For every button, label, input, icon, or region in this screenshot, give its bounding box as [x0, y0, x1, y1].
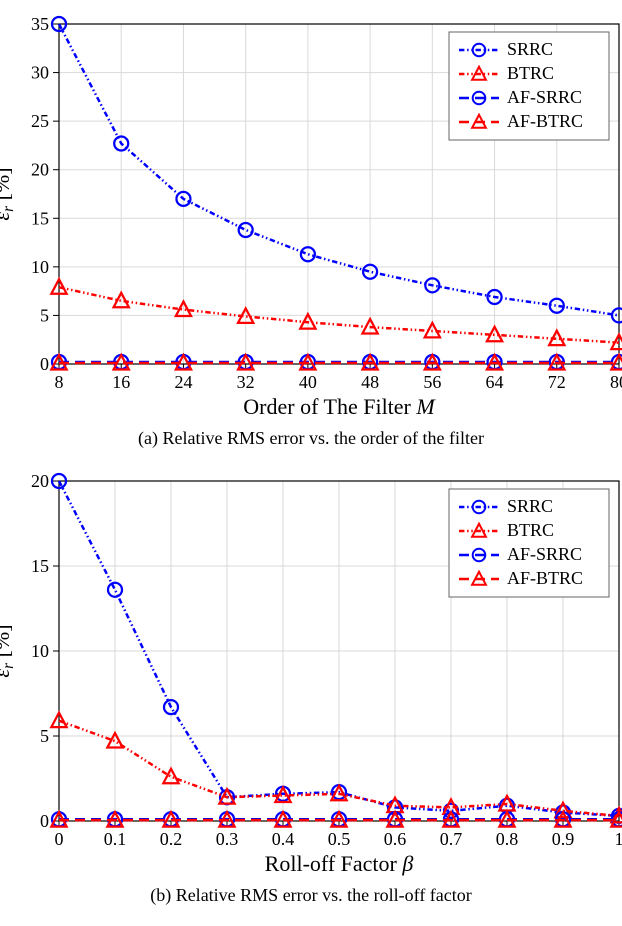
svg-text:8: 8 [55, 372, 64, 392]
svg-text:εr [%]: εr [%] [0, 167, 17, 220]
svg-text:40: 40 [299, 372, 317, 392]
svg-text:24: 24 [174, 372, 192, 392]
svg-text:56: 56 [423, 372, 441, 392]
svg-text:Roll-off Factor β: Roll-off Factor β [265, 851, 414, 876]
panel-b: 00.10.20.30.40.50.60.70.80.9105101520Rol… [10, 467, 612, 906]
figure-page: 816243240485664728005101520253035Order o… [0, 0, 622, 926]
svg-text:0.2: 0.2 [160, 829, 183, 849]
svg-text:0.5: 0.5 [328, 829, 351, 849]
svg-text:SRRC: SRRC [507, 496, 553, 516]
svg-text:0: 0 [40, 354, 49, 374]
chart-a-svg: 8 16 24 32 40 48 56 64 72 80 0 5 10 15 20 25 30 35 Order o… [0, 10, 622, 422]
svg-text:80: 80 [610, 372, 622, 392]
svg-text:32: 32 [237, 372, 255, 392]
svg-text:AF-BTRC: AF-BTRC [507, 568, 583, 588]
svg-text:48: 48 [361, 372, 379, 392]
svg-text:25: 25 [31, 111, 49, 131]
svg-text:0.6: 0.6 [384, 829, 407, 849]
svg-text:5: 5 [40, 305, 49, 325]
svg-text:30: 30 [31, 63, 49, 83]
svg-text:64: 64 [486, 372, 504, 392]
svg-text:εr [%]: εr [%] [0, 624, 17, 677]
svg-text:35: 35 [31, 14, 49, 34]
svg-text:20: 20 [31, 160, 49, 180]
svg-text:0.9: 0.9 [552, 829, 575, 849]
svg-text:5: 5 [40, 726, 49, 746]
svg-text:0.1: 0.1 [104, 829, 127, 849]
svg-text:Order of The Filter M: Order of The Filter M [243, 394, 436, 419]
svg-text:10: 10 [31, 641, 49, 661]
svg-text:72: 72 [548, 372, 566, 392]
panel-a: 816243240485664728005101520253035Order o… [10, 10, 612, 449]
svg-text:16: 16 [112, 372, 130, 392]
svg-text:0: 0 [55, 829, 64, 849]
svg-text:0.3: 0.3 [216, 829, 239, 849]
svg-text:15: 15 [31, 208, 49, 228]
svg-text:AF-SRRC: AF-SRRC [507, 544, 582, 564]
svg-text:15: 15 [31, 556, 49, 576]
caption-b: (b) Relative RMS error vs. the roll-off … [150, 885, 472, 906]
svg-text:0: 0 [40, 811, 49, 831]
svg-text:BTRC: BTRC [507, 520, 554, 540]
svg-text:AF-BTRC: AF-BTRC [507, 111, 583, 131]
caption-a: (a) Relative RMS error vs. the order of … [138, 428, 484, 449]
svg-text:0.7: 0.7 [440, 829, 463, 849]
svg-text:0.4: 0.4 [272, 829, 295, 849]
svg-text:BTRC: BTRC [507, 63, 554, 83]
chart-b-svg: 00.10.20.30.40.50.60.70.80.9105101520Rol… [0, 467, 622, 879]
svg-text:0.8: 0.8 [496, 829, 519, 849]
svg-text:SRRC: SRRC [507, 39, 553, 59]
svg-text:10: 10 [31, 257, 49, 277]
svg-text:AF-SRRC: AF-SRRC [507, 87, 582, 107]
svg-text:1: 1 [615, 829, 622, 849]
svg-text:20: 20 [31, 471, 49, 491]
